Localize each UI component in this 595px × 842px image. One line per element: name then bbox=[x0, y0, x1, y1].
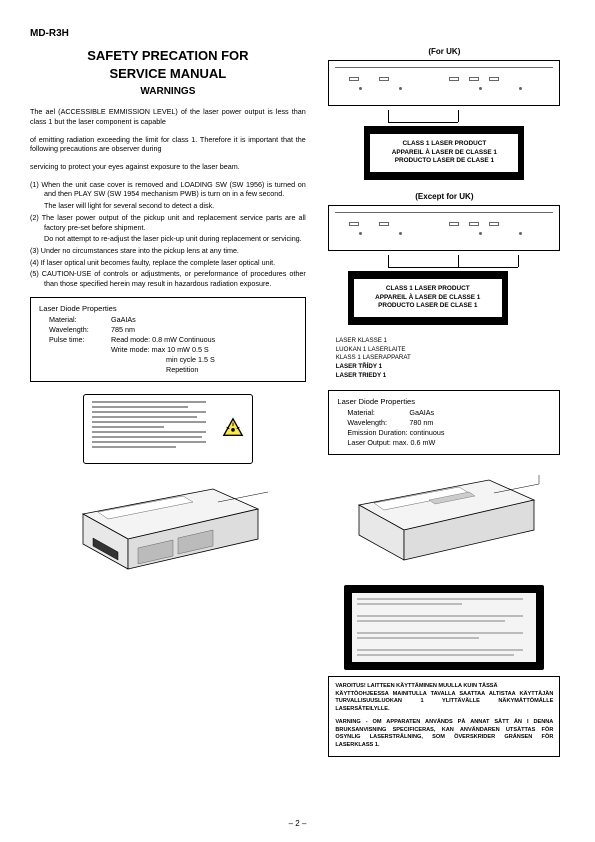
pulse-min: min cycle 1.5 S bbox=[111, 355, 215, 365]
laser-diode-box-left: Laser Diode Properties Material:GaAIAs W… bbox=[30, 297, 306, 382]
intro-para-1: The ael (ACCESSIBLE EMMISSION LEVEL) of … bbox=[30, 107, 306, 126]
class-1-label-uk: CLASS 1 LASER PRODUCT APPAREIL À LASER D… bbox=[364, 126, 524, 180]
rear-panel-except-uk bbox=[328, 205, 560, 251]
wavelength-label-r: Wavelength: bbox=[347, 418, 409, 428]
wavelength-value: 785 nm bbox=[111, 325, 135, 335]
laser-output: Laser Output: max. 0.6 mW bbox=[347, 438, 551, 448]
diode-title-right: Laser Diode Properties bbox=[337, 397, 551, 408]
warning-4: (4) If laser optical unit becomes faulty… bbox=[30, 258, 306, 268]
warnings-heading: WARNINGS bbox=[30, 86, 306, 97]
material-value-r: GaAIAs bbox=[409, 408, 434, 418]
right-column: (For UK) CLASS 1 LASER PRODUCT APPAREIL … bbox=[324, 47, 565, 757]
diagram-text-lines bbox=[92, 401, 212, 448]
label-line-2-uk: APPAREIL À LASER DE CLASSE 1 bbox=[376, 149, 512, 158]
label-line-3-exuk: PRODUCTO LASER DE CLASE 1 bbox=[360, 302, 496, 311]
device-isometric-right bbox=[339, 465, 549, 575]
rear-panel-uk bbox=[328, 60, 560, 106]
varning: VARNING - OM APPARATEN ANVÄNDS PÅ ANNAT … bbox=[335, 719, 553, 749]
warning-5: (5) CAUTION-USE of controls or adjustmen… bbox=[30, 269, 306, 288]
laser-diode-box-right: Laser Diode Properties Material:GaAIAs W… bbox=[328, 390, 560, 455]
pulse-write: Write mode: max 10 mW 0.5 S bbox=[111, 345, 209, 355]
intro-para-2: of emitting radiation exceeding the limi… bbox=[30, 135, 306, 154]
multilang-labels: LASER KLASSE 1 LUOKAN 1 LASERLAITE KLASS… bbox=[324, 337, 565, 380]
warning-screen bbox=[344, 585, 544, 670]
wavelength-label: Wavelength: bbox=[49, 325, 111, 335]
warning-1b: The laser will light for several second … bbox=[30, 201, 306, 211]
varoitus-1: VAROITUS! LAITTEEN KÄYTTÄMINEN MUULLA KU… bbox=[335, 683, 553, 691]
bottom-warning-box: VAROITUS! LAITTEEN KÄYTTÄMINEN MUULLA KU… bbox=[328, 676, 560, 756]
diode-title-left: Laser Diode Properties bbox=[39, 304, 297, 315]
warnings-list: (1) When the unit case cover is removed … bbox=[30, 180, 306, 289]
klasse-1: LASER KLASSE 1 bbox=[336, 337, 565, 346]
safety-title: SAFETY PRECATION FOR SERVICE MANUAL bbox=[30, 47, 306, 82]
material-label-r: Material: bbox=[347, 408, 409, 418]
except-uk-label: (Except for UK) bbox=[324, 192, 565, 201]
warning-3: (3) Under no circumstances stare into th… bbox=[30, 246, 306, 256]
device-isometric-left bbox=[63, 474, 273, 584]
label-line-2-exuk: APPAREIL À LASER DE CLASSE 1 bbox=[360, 294, 496, 303]
triedy-1: LASER TRIEDY 1 bbox=[336, 372, 565, 381]
lead-lines-except-uk bbox=[328, 255, 560, 271]
pulse-label: Pulse time: bbox=[49, 335, 111, 345]
luokan-1: LUOKAN 1 LASERLAITE bbox=[336, 346, 565, 355]
warning-2a: (2) The laser power output of the pickup… bbox=[30, 213, 306, 232]
class-1-label-except-uk: CLASS 1 LASER PRODUCT APPAREIL À LASER D… bbox=[348, 271, 508, 325]
material-label: Material: bbox=[49, 315, 111, 325]
label-line-1-uk: CLASS 1 LASER PRODUCT bbox=[376, 140, 512, 149]
model-number: MD-R3H bbox=[30, 28, 565, 39]
warning-2b: Do not attempt to re-adjust the laser pi… bbox=[30, 234, 306, 244]
wavelength-value-r: 780 nm bbox=[409, 418, 433, 428]
title-line-1: SAFETY PRECATION FOR bbox=[87, 48, 248, 63]
left-column: SAFETY PRECATION FOR SERVICE MANUAL WARN… bbox=[30, 47, 306, 757]
pulse-read: Read mode: 0.8 mW Continuous bbox=[111, 335, 215, 345]
pulse-rep: Repetition bbox=[111, 365, 198, 375]
label-line-1-exuk: CLASS 1 LASER PRODUCT bbox=[360, 285, 496, 294]
klass-1: KLASS 1 LASERAPPARAT bbox=[336, 354, 565, 363]
lead-lines-uk bbox=[328, 110, 560, 126]
for-uk-label: (For UK) bbox=[324, 47, 565, 56]
title-line-2: SERVICE MANUAL bbox=[109, 66, 226, 81]
emission-duration: Emission Duration: continuous bbox=[347, 428, 551, 438]
material-value: GaAIAs bbox=[111, 315, 136, 325]
laser-triangle-icon bbox=[222, 417, 244, 439]
tridy-1: LASER TŘÍDY 1 bbox=[336, 363, 565, 372]
laser-warning-diagram bbox=[83, 394, 253, 464]
warning-1a: (1) When the unit case cover is removed … bbox=[30, 180, 306, 199]
page-number: – 2 – bbox=[0, 819, 595, 828]
varoitus-2: KÄYTTÖOHJEESSA MAINITULLA TAVALLA SAATTA… bbox=[335, 691, 553, 714]
label-line-3-uk: PRODUCTO LASER DE CLASE 1 bbox=[376, 157, 512, 166]
intro-para-3: servicing to protect your eyes against e… bbox=[30, 162, 306, 172]
